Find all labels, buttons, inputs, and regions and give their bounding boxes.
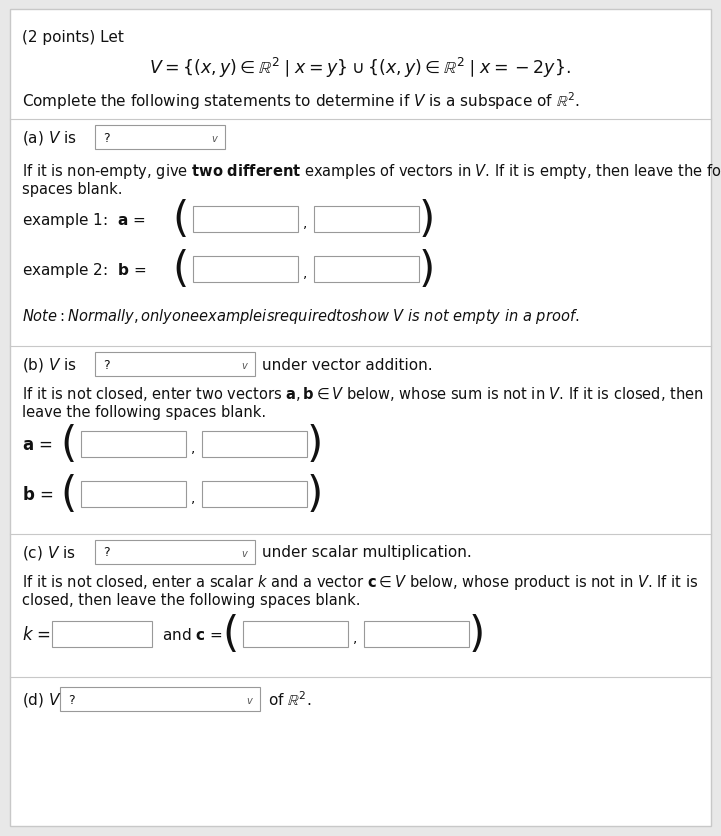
Text: ): ): [307, 424, 323, 466]
Bar: [60, 687, 260, 711]
Text: $V = \{(x, y) \in \mathbb{R}^2 \mid x = y\} \cup \{(x, y) \in \mathbb{R}^2 \mid : $V = \{(x, y) \in \mathbb{R}^2 \mid x = …: [149, 56, 571, 80]
Text: $\mathit{k}$ =: $\mathit{k}$ =: [22, 625, 51, 643]
Bar: [243, 621, 348, 647]
Bar: [314, 206, 419, 232]
Text: (: (: [222, 614, 238, 655]
Text: ?: ?: [68, 693, 75, 706]
Text: If it is non-empty, give $\mathbf{two\ different}$ examples of vectors in $V$. I: If it is non-empty, give $\mathbf{two\ d…: [22, 162, 721, 181]
Text: example 2:  $\mathbf{b}$ =: example 2: $\mathbf{b}$ =: [22, 260, 146, 279]
Bar: [193, 206, 298, 232]
Text: (: (: [60, 473, 76, 515]
Text: (d) $V$: (d) $V$: [22, 691, 62, 708]
Text: ): ): [469, 614, 485, 655]
Text: v: v: [211, 134, 217, 144]
Text: (: (: [172, 248, 188, 291]
Text: ,: ,: [303, 266, 307, 280]
Text: of $\mathbb{R}^2$.: of $\mathbb{R}^2$.: [268, 690, 311, 708]
Text: ?: ?: [103, 546, 110, 558]
Bar: [95, 353, 255, 376]
Text: ): ): [307, 473, 323, 515]
Text: and $\mathbf{c}$ =: and $\mathbf{c}$ =: [162, 626, 223, 642]
Bar: [202, 431, 307, 457]
Text: $\mathit{Note: Normally, only one example is required to show}$ $\mathit{V}$ $\m: $\mathit{Note: Normally, only one exampl…: [22, 307, 580, 325]
Text: $\mathbf{b}$ =: $\mathbf{b}$ =: [22, 486, 53, 503]
Text: If it is not closed, enter two vectors $\mathbf{a}, \mathbf{b} \in V$ below, who: If it is not closed, enter two vectors $…: [22, 385, 704, 402]
Bar: [202, 482, 307, 507]
Text: ?: ?: [103, 131, 110, 145]
Text: ?: ?: [103, 358, 110, 371]
Text: spaces blank.: spaces blank.: [22, 181, 123, 196]
Text: (: (: [60, 424, 76, 466]
Text: example 1:  $\mathbf{a}$ =: example 1: $\mathbf{a}$ =: [22, 210, 146, 229]
Text: leave the following spaces blank.: leave the following spaces blank.: [22, 405, 266, 420]
Text: $\mathbf{a}$ =: $\mathbf{a}$ =: [22, 436, 53, 453]
Text: (c) $V$ is: (c) $V$ is: [22, 543, 76, 561]
Text: ,: ,: [303, 216, 307, 230]
Bar: [95, 540, 255, 564]
Text: ): ): [419, 248, 435, 291]
Text: (: (: [172, 199, 188, 241]
Text: (2 points) Let: (2 points) Let: [22, 30, 124, 45]
Text: If it is not closed, enter a scalar $\mathit{k}$ and a vector $\mathbf{c} \in V$: If it is not closed, enter a scalar $\ma…: [22, 573, 698, 591]
Text: ,: ,: [191, 491, 195, 504]
Text: under scalar multiplication.: under scalar multiplication.: [262, 545, 472, 560]
Bar: [81, 431, 186, 457]
Text: closed, then leave the following spaces blank.: closed, then leave the following spaces …: [22, 592, 360, 607]
Text: (b) $V$ is: (b) $V$ is: [22, 355, 77, 374]
Text: v: v: [241, 548, 247, 558]
Text: ): ): [419, 199, 435, 241]
Bar: [193, 257, 298, 283]
Text: v: v: [246, 696, 252, 705]
Text: ,: ,: [353, 630, 357, 645]
Text: Complete the following statements to determine if $V$ is a subspace of $\mathbb{: Complete the following statements to det…: [22, 90, 580, 111]
Bar: [81, 482, 186, 507]
Text: under vector addition.: under vector addition.: [262, 357, 433, 372]
Bar: [364, 621, 469, 647]
Text: ,: ,: [191, 441, 195, 455]
Bar: [314, 257, 419, 283]
Bar: [95, 126, 225, 150]
Bar: [52, 621, 152, 647]
Text: (a) $V$ is: (a) $V$ is: [22, 129, 77, 147]
Text: v: v: [241, 360, 247, 370]
